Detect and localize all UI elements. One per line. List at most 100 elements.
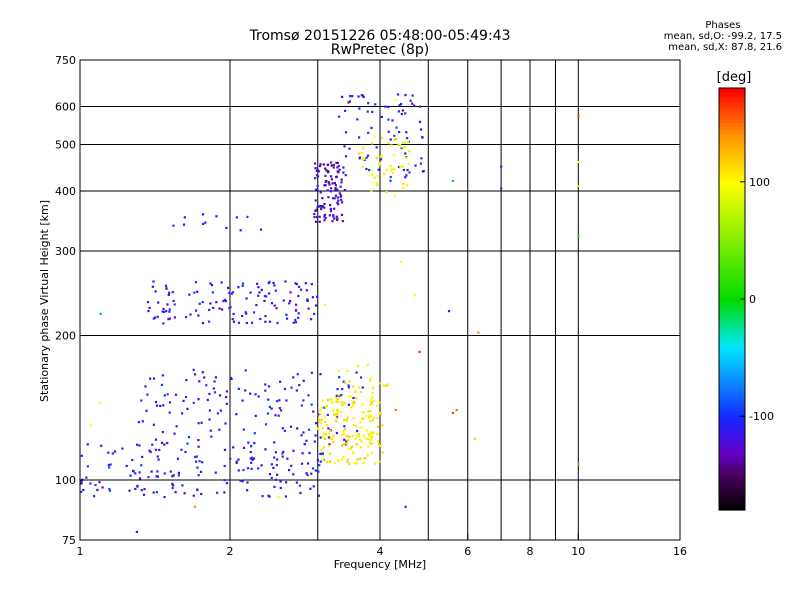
- echo-point: [156, 455, 159, 458]
- echo-point: [359, 156, 362, 159]
- echo-point: [373, 135, 376, 138]
- echo-point: [292, 321, 295, 324]
- echo-point: [108, 487, 111, 491]
- echo-point: [300, 404, 304, 407]
- colorbar-swatch: [719, 179, 745, 184]
- echo-point: [167, 293, 170, 297]
- echo-point: [235, 216, 238, 219]
- echo-point: [361, 158, 364, 161]
- phase-stats-x: mean, sd,X: 87.8, 21.6: [668, 42, 782, 53]
- colorbar-swatch: [719, 235, 745, 240]
- echo-point: [275, 307, 278, 310]
- echo-point: [316, 459, 320, 462]
- echo-point: [246, 215, 249, 219]
- echo-point: [312, 410, 315, 413]
- echo-point: [406, 168, 409, 172]
- echo-point: [379, 412, 382, 415]
- colorbar-swatch: [719, 313, 745, 318]
- echo-point: [246, 489, 249, 492]
- echo-point: [294, 309, 298, 312]
- echo-point: [168, 310, 171, 313]
- echo-point: [108, 489, 112, 492]
- echo-point: [577, 462, 580, 466]
- echo-point: [273, 304, 276, 307]
- echo-point: [405, 131, 408, 134]
- echo-point: [328, 214, 331, 217]
- echo-point: [183, 216, 186, 219]
- echo-point: [360, 446, 363, 449]
- colorbar-swatch: [719, 147, 745, 152]
- echo-point: [347, 416, 350, 419]
- echo-point: [352, 417, 355, 420]
- echo-point: [411, 102, 414, 105]
- phase-stats: Phases mean, sd,O: -99.2, 17.5 mean, sd,…: [664, 20, 782, 53]
- colorbar-swatch: [719, 499, 745, 504]
- colorbar-swatch: [719, 330, 745, 335]
- echo-point: [321, 205, 324, 208]
- echo-point: [389, 179, 392, 182]
- echo-point: [332, 166, 335, 169]
- echo-point: [80, 482, 83, 485]
- echo-point: [131, 458, 134, 462]
- echo-point: [162, 310, 166, 313]
- echo-point: [162, 322, 165, 325]
- echo-point: [216, 491, 219, 494]
- echo-point: [174, 393, 178, 396]
- echo-point: [284, 481, 288, 484]
- colorbar-swatch: [719, 327, 745, 332]
- echo-point: [283, 387, 287, 391]
- echo-point: [292, 376, 295, 379]
- echo-point: [196, 290, 199, 293]
- echo-point: [289, 291, 292, 294]
- echo-point: [194, 281, 198, 284]
- echo-point: [317, 413, 320, 416]
- echo-point: [197, 398, 200, 401]
- colorbar-swatch: [719, 334, 745, 339]
- colorbar-swatch: [719, 123, 745, 128]
- echo-point: [213, 380, 216, 383]
- echo-point: [348, 380, 351, 383]
- echo-point: [208, 409, 211, 412]
- echo-point: [394, 98, 397, 101]
- echo-point: [171, 484, 174, 487]
- echo-point: [212, 387, 215, 390]
- echo-point: [332, 163, 335, 167]
- x-tick-label: 2: [227, 545, 234, 558]
- echo-point: [329, 161, 333, 164]
- echo-point: [313, 440, 316, 443]
- echo-point: [276, 473, 279, 476]
- colorbar-swatch: [719, 351, 745, 356]
- echo-point: [323, 219, 326, 222]
- echo-point: [377, 425, 380, 429]
- echo-point: [198, 302, 201, 305]
- colorbar-swatch: [719, 105, 745, 110]
- colorbar-swatch: [719, 126, 745, 131]
- echo-point: [409, 99, 412, 102]
- echo-point: [327, 436, 331, 439]
- echo-point: [374, 462, 377, 465]
- echo-point: [379, 155, 383, 158]
- echo-point: [181, 484, 184, 487]
- echo-point: [414, 164, 417, 167]
- echo-point: [356, 458, 359, 461]
- echo-point: [228, 307, 231, 310]
- echo-point: [317, 494, 321, 497]
- echo-point: [328, 443, 331, 446]
- echo-point: [363, 158, 366, 162]
- echo-point: [320, 449, 323, 452]
- echo-point: [183, 492, 186, 495]
- echo-point: [314, 469, 317, 472]
- echo-point: [419, 162, 423, 165]
- echo-point: [260, 464, 263, 467]
- echo-point: [161, 310, 164, 313]
- echo-point: [254, 414, 257, 417]
- echo-point: [314, 220, 318, 223]
- colorbar-swatch: [719, 277, 745, 283]
- echo-point: [335, 175, 338, 178]
- echo-point: [413, 293, 417, 297]
- echo-point: [387, 105, 390, 109]
- echo-point: [577, 235, 580, 238]
- colorbar-label: [deg]: [717, 70, 752, 85]
- colorbar-swatch: [719, 109, 745, 114]
- colorbar-swatch: [719, 144, 745, 149]
